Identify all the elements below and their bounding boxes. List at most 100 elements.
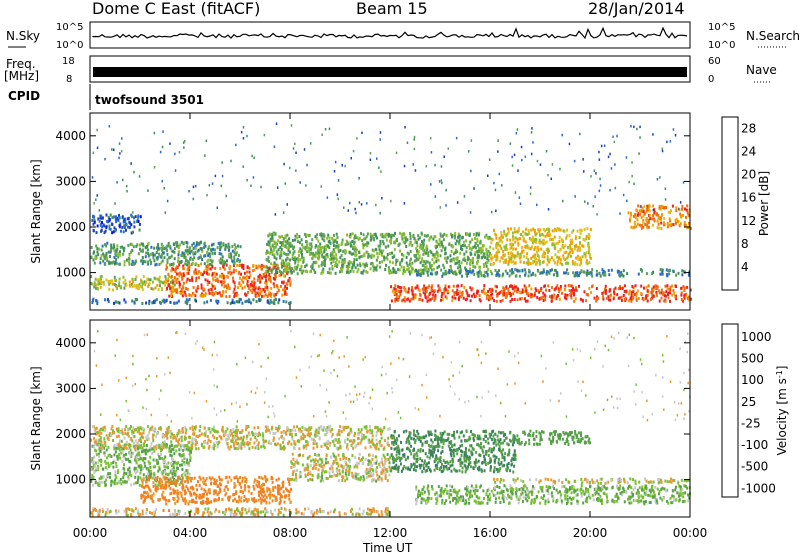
data-cell	[456, 257, 458, 261]
data-cell	[210, 482, 212, 486]
data-cell	[225, 290, 228, 294]
data-cell	[173, 243, 176, 246]
data-cell	[267, 243, 270, 247]
data-cell	[274, 499, 277, 502]
data-cell	[178, 512, 181, 516]
data-cell	[366, 264, 369, 267]
data-cell	[110, 483, 113, 487]
data-cell	[681, 204, 684, 208]
data-cell	[212, 247, 214, 251]
data-cell	[495, 233, 498, 237]
data-cell	[310, 247, 313, 251]
data-cell	[261, 498, 264, 502]
data-cell	[655, 293, 658, 297]
data-cell	[98, 219, 101, 223]
data-cell	[92, 229, 95, 233]
data-cell	[106, 456, 108, 460]
data-cell	[450, 258, 453, 262]
data-cell	[275, 122, 278, 125]
data-cell	[444, 256, 446, 260]
data-cell	[641, 269, 643, 273]
data-cell	[283, 507, 286, 511]
data-cell	[660, 221, 663, 225]
data-cell	[186, 263, 188, 267]
data-cell	[195, 262, 198, 266]
data-cell	[250, 492, 253, 495]
data-cell	[279, 492, 282, 496]
data-cell	[181, 275, 184, 279]
y-tick-label: 3000	[55, 174, 86, 188]
data-cell	[300, 512, 303, 516]
data-cell	[527, 292, 530, 296]
data-cell	[183, 455, 185, 459]
data-cell	[240, 513, 243, 517]
data-cell	[249, 301, 252, 305]
data-cell	[284, 495, 287, 499]
data-cell	[137, 511, 140, 515]
data-cell	[343, 261, 346, 265]
nave-right-top-tick: 60	[708, 56, 721, 67]
data-cell	[450, 250, 453, 253]
data-cell	[381, 235, 384, 239]
data-cell	[302, 269, 305, 273]
data-cell	[190, 493, 193, 497]
data-cell	[353, 237, 356, 240]
data-cell	[508, 258, 511, 261]
data-cell	[677, 220, 680, 224]
data-cell	[458, 260, 461, 263]
data-cell	[455, 239, 458, 243]
data-cell	[143, 461, 146, 465]
data-cell	[148, 478, 150, 482]
noise-left-bottom-tick: 10^0	[56, 40, 83, 51]
data-cell	[123, 225, 126, 229]
data-cell	[510, 259, 512, 263]
data-cell	[176, 466, 179, 470]
data-cell	[119, 480, 122, 484]
data-cell	[288, 265, 291, 269]
data-cell	[90, 256, 93, 259]
data-cell	[599, 184, 602, 187]
data-cell	[648, 213, 651, 217]
data-cell	[169, 256, 172, 259]
data-cell	[478, 231, 481, 235]
data-cell	[353, 260, 356, 264]
data-cell	[222, 265, 225, 269]
data-cell	[306, 246, 309, 250]
data-cell	[269, 493, 271, 497]
data-cell	[421, 269, 424, 273]
data-cell	[198, 483, 201, 487]
data-cell	[578, 248, 581, 252]
data-cell	[100, 254, 103, 258]
data-cell	[661, 149, 664, 153]
data-cell	[544, 229, 546, 233]
data-cell	[438, 264, 441, 268]
data-cell	[402, 268, 405, 272]
data-cell	[221, 293, 224, 297]
data-cell	[197, 510, 200, 514]
data-cell	[200, 247, 203, 251]
data-cell	[288, 250, 291, 254]
data-cell	[174, 152, 176, 156]
data-cell	[448, 242, 451, 246]
data-cell	[579, 297, 582, 301]
data-cell	[487, 259, 490, 262]
data-cell	[652, 133, 654, 136]
data-cell	[444, 248, 446, 252]
data-cell	[151, 301, 154, 305]
data-cell	[642, 225, 645, 229]
data-cell	[326, 252, 329, 256]
data-cell	[536, 295, 539, 299]
data-cell	[290, 124, 293, 127]
data-cell	[170, 464, 173, 468]
data-cell	[388, 267, 391, 271]
data-cell	[584, 200, 586, 203]
data-cell	[176, 301, 179, 305]
data-cell	[242, 165, 244, 168]
data-cell	[549, 233, 552, 237]
data-cell	[498, 172, 501, 176]
data-cell	[199, 241, 202, 245]
data-cell	[94, 461, 97, 465]
data-cell	[290, 511, 293, 515]
data-cell	[150, 253, 153, 257]
data-cell	[123, 480, 125, 484]
